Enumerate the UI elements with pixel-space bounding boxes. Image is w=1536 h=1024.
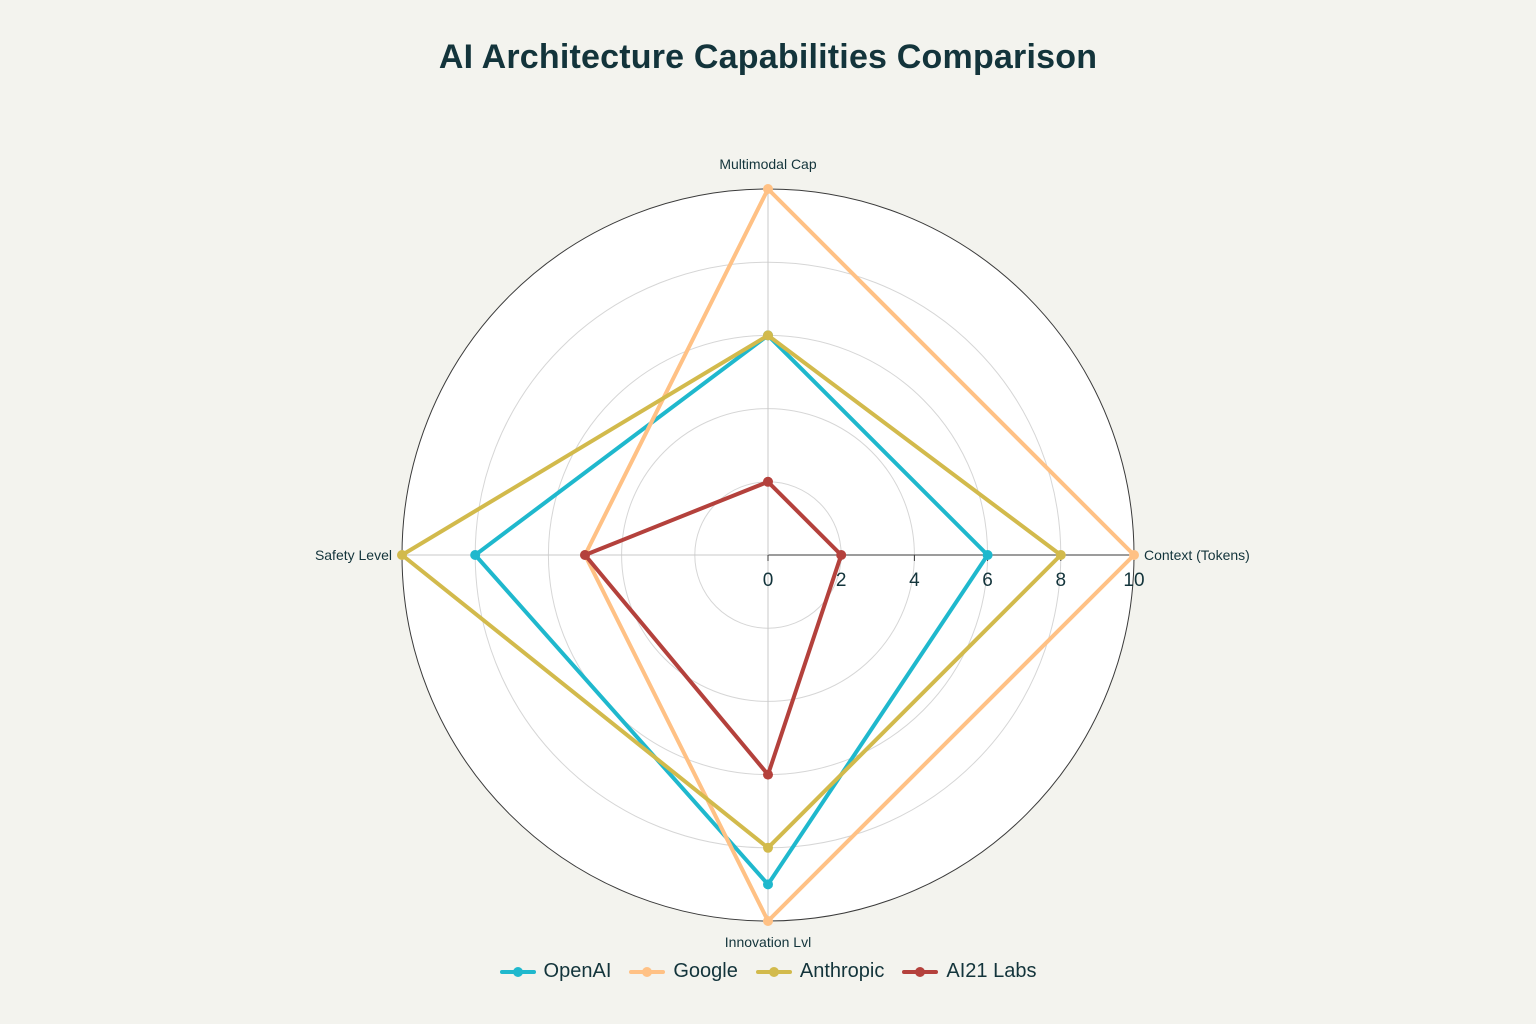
series-ai21-labs [580, 476, 847, 780]
data-point [763, 842, 773, 853]
data-point [763, 476, 773, 487]
data-point [763, 916, 773, 926]
legend-item[interactable]: Google [629, 960, 738, 983]
data-point [763, 184, 773, 194]
legend-label: Anthropic [799, 960, 885, 982]
legend-item[interactable]: OpenAI [499, 960, 612, 983]
legend-marker [768, 966, 779, 977]
legend-item[interactable]: Anthropic [755, 960, 885, 983]
chart-title: AI Architecture Capabilities Comparison [438, 38, 1098, 76]
axis-label: Context (Tokens) [1144, 547, 1250, 563]
axis-labels: Context (Tokens) Multimodal Cap Safety Lev… [315, 156, 1250, 950]
data-point [982, 550, 993, 560]
legend-swatch [629, 966, 666, 977]
axis-label: Multimodal Cap [719, 156, 816, 172]
data-point [397, 550, 407, 560]
legend-item[interactable]: AI21 Labs [902, 960, 1036, 983]
legend: OpenAI Google Anthropic AI21 Labs [0, 960, 1536, 983]
data-point [836, 550, 847, 560]
tick-label: 6 [982, 570, 993, 591]
data-point [763, 330, 773, 341]
data-point [763, 879, 773, 890]
series-anthropic [397, 330, 1066, 853]
tick-label: 2 [836, 570, 847, 591]
radial-tick-labels: 0 2 4 6 8 10 [763, 570, 1145, 591]
tick-label: 10 [1123, 570, 1144, 591]
legend-label: Google [673, 960, 738, 982]
legend-label: OpenAI [543, 960, 612, 982]
tick-label: 0 [763, 570, 774, 591]
data-point [1055, 550, 1066, 560]
data-point [580, 550, 590, 560]
axis-label: Safety Level [315, 547, 392, 563]
tick-label: 8 [1056, 570, 1067, 591]
legend-label: AI21 Labs [946, 960, 1037, 982]
tick-label: 4 [909, 570, 920, 591]
series-group [397, 184, 1139, 926]
legend-marker [642, 966, 653, 977]
axis-label: Innovation Lvl [725, 934, 811, 950]
legend-marker [915, 966, 926, 977]
data-point [1129, 550, 1139, 560]
data-point [470, 550, 481, 560]
legend-marker [512, 966, 523, 977]
data-point [763, 769, 773, 780]
legend-swatch [755, 966, 792, 977]
legend-swatch [499, 966, 536, 977]
legend-swatch [902, 966, 939, 977]
